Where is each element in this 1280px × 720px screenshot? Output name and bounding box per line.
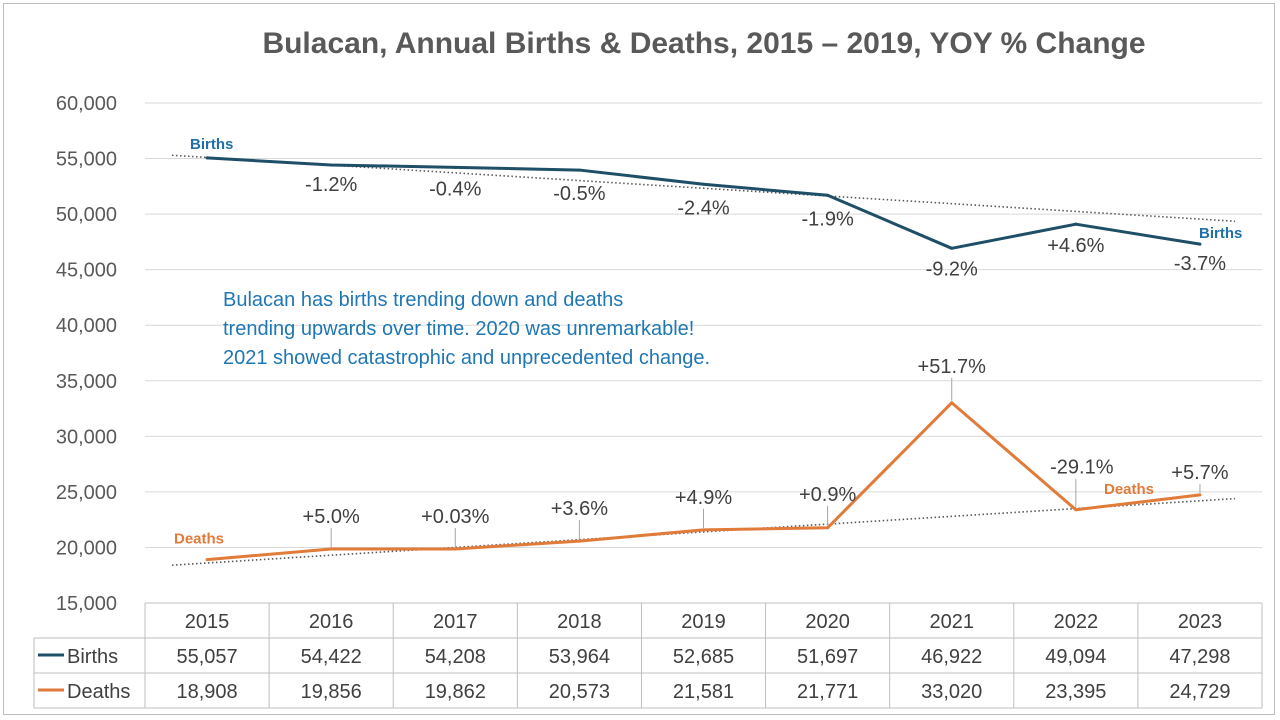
deaths-pct-label: +0.9%: [799, 484, 856, 506]
x-category-label: 2018: [557, 611, 602, 633]
chart-title: Bulacan, Annual Births & Deaths, 2015 – …: [262, 27, 1145, 60]
deaths-pct-label: +5.0%: [303, 506, 360, 528]
x-category-label: 2016: [309, 611, 354, 633]
point-births: [205, 156, 209, 160]
births-pct-label: -2.4%: [677, 197, 729, 219]
pct-labels: -1.2% -0.4% -0.5% -2.4% -1.9% -9.2% +4.6% -3.7%…: [303, 174, 1229, 548]
births-pct-label: -9.2%: [926, 258, 978, 280]
annotation-line-1: Bulacan has births trending down and dea…: [223, 289, 623, 311]
births-start-tag: Births: [190, 136, 233, 153]
legend-label-births: Births: [67, 646, 118, 668]
y-axis: 60,000 55,000 50,000 45,000 40,000 35,000 30,0…: [56, 93, 117, 615]
births-pct-label: -1.2%: [305, 174, 357, 196]
y-tick-label: 25,000: [56, 482, 117, 504]
births-pct-label: -0.5%: [553, 183, 605, 205]
point-deaths: [950, 401, 954, 405]
trendline-deaths: [172, 497, 1235, 566]
annotation: Bulacan has births trending down and dea…: [223, 289, 710, 369]
x-category-label: 2017: [433, 611, 478, 633]
table-cell-deaths: 19,856: [301, 681, 362, 703]
table-cell-births: 55,057: [176, 646, 237, 668]
y-tick-label: 50,000: [56, 204, 117, 226]
x-category-label: 2022: [1054, 611, 1099, 633]
annotation-line-3: 2021 showed catastrophic and unprecedent…: [223, 347, 710, 369]
y-tick-label: 60,000: [56, 93, 117, 115]
annotation-line-2: trending upwards over time. 2020 was unr…: [223, 318, 694, 340]
x-category-label: 2019: [681, 611, 726, 633]
point-deaths: [205, 558, 209, 562]
table-cell-deaths: 18,908: [176, 681, 237, 703]
point-deaths: [702, 528, 705, 532]
data-table: 2015 2016 2017 2018 2019 2020 2021 2022 2023 Birt…: [33, 602, 1263, 709]
line-deaths: [206, 401, 1201, 562]
y-tick-label: 55,000: [56, 149, 117, 171]
deaths-pct-label: +0.03%: [421, 506, 490, 528]
table-cell-births: 52,685: [673, 646, 734, 668]
point-births: [329, 163, 333, 167]
deaths-start-tag: Deaths: [174, 531, 224, 548]
table-cell-deaths: 19,862: [425, 681, 486, 703]
table-cell-births: 54,422: [301, 646, 362, 668]
point-deaths: [1198, 493, 1202, 497]
legend-label-deaths: Deaths: [67, 681, 130, 703]
y-tick-label: 40,000: [56, 315, 117, 337]
table-cell-births: 47,298: [1169, 646, 1230, 668]
births-pct-label: -1.9%: [801, 208, 853, 230]
x-category-label: 2021: [929, 611, 974, 633]
table-cell-deaths: 21,771: [797, 681, 858, 703]
point-births: [950, 246, 954, 250]
point-deaths: [453, 547, 457, 551]
table-cell-deaths: 33,020: [921, 681, 982, 703]
births-end-tag: Births: [1199, 225, 1242, 242]
point-births: [1074, 222, 1078, 226]
point-births: [577, 168, 581, 172]
deaths-pct-label: +3.6%: [551, 498, 608, 520]
table-cell-births: 49,094: [1045, 646, 1106, 668]
point-deaths: [1074, 508, 1078, 512]
point-births: [453, 165, 457, 169]
chart-frame: [3, 3, 1275, 715]
table-cell-deaths: 23,395: [1045, 681, 1106, 703]
y-tick-label: 15,000: [56, 593, 117, 615]
y-tick-label: 30,000: [56, 426, 117, 448]
point-deaths: [826, 526, 830, 530]
point-deaths: [329, 547, 333, 551]
point-births: [702, 182, 705, 186]
deaths-pct-label: -29.1%: [1050, 457, 1114, 479]
table-cell-births: 54,208: [425, 646, 486, 668]
table-cell-births: 53,964: [549, 646, 610, 668]
series-lines: [205, 156, 1202, 562]
table-cell-deaths: 20,573: [549, 681, 610, 703]
table-cell-births: 51,697: [797, 646, 858, 668]
point-births: [826, 193, 830, 197]
table-cell-births: 46,922: [921, 646, 982, 668]
table-cell-deaths: 24,729: [1169, 681, 1230, 703]
x-category-label: 2015: [185, 611, 230, 633]
deaths-end-tag: Deaths: [1104, 481, 1154, 498]
y-tick-label: 35,000: [56, 371, 117, 393]
x-category-label: 2023: [1178, 611, 1223, 633]
y-tick-label: 45,000: [56, 260, 117, 282]
deaths-pct-label: +51.7%: [918, 356, 987, 378]
table-cell-deaths: 21,581: [673, 681, 734, 703]
point-births: [1198, 242, 1202, 246]
births-pct-label: -0.4%: [429, 178, 481, 200]
births-pct-label: -3.7%: [1174, 253, 1226, 275]
y-tick-label: 20,000: [56, 537, 117, 559]
x-category-label: 2020: [805, 611, 850, 633]
point-deaths: [577, 539, 581, 543]
series-tags: Births Births Deaths Deaths: [174, 136, 1242, 548]
deaths-pct-label: +4.9%: [675, 487, 732, 509]
births-pct-label: +4.6%: [1047, 235, 1104, 257]
deaths-pct-label: +5.7%: [1171, 462, 1228, 484]
